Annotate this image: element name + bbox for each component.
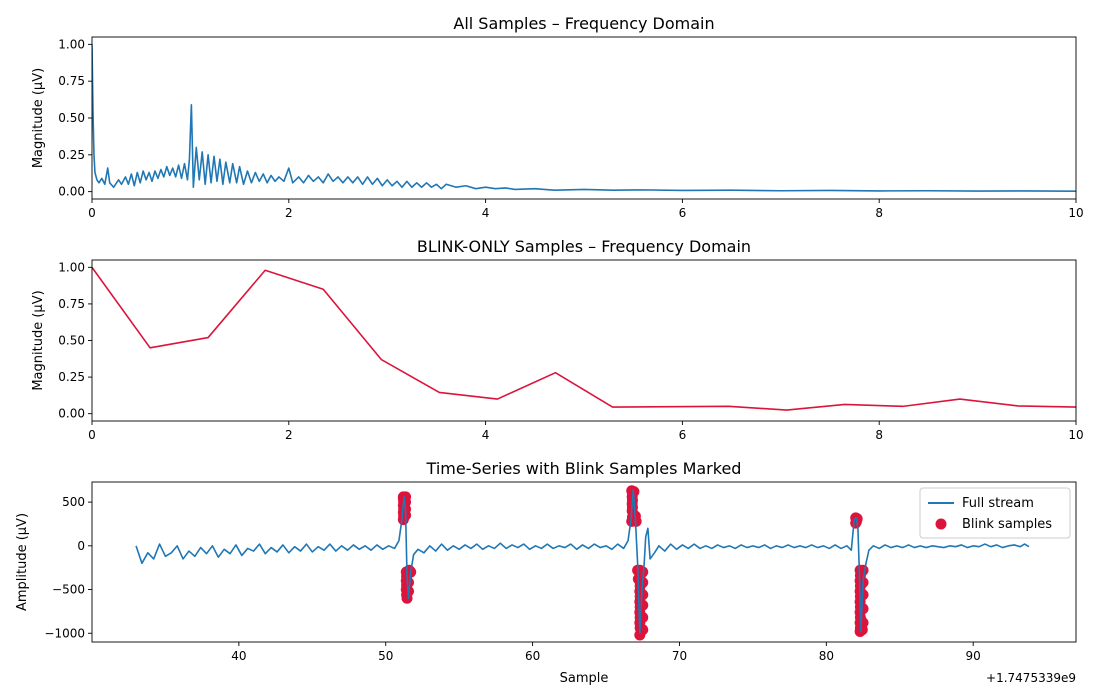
y-axis-label: Magnitude (µV) [31, 68, 46, 168]
x-offset-label: +1.7475339e9 [986, 671, 1076, 685]
legend: Full stream Blink samples [919, 487, 1071, 539]
x-tick-label: 2 [285, 206, 293, 220]
legend-label-blink-samples: Blink samples [962, 517, 1052, 532]
legend-label-full-stream: Full stream [962, 496, 1034, 511]
panel-all-samples-frequency: All Samples – Frequency Domain 0 2 4 6 8 10 0.0… [31, 14, 1084, 220]
y-tick-label: 1.00 [58, 37, 85, 51]
axes-frame [91, 36, 1077, 200]
x-tick-label: 8 [875, 206, 883, 220]
y-tick-label: 0.75 [58, 297, 85, 311]
legend-marker-swatch [935, 518, 947, 530]
y-tick-label: 1.00 [58, 260, 85, 274]
blink-sample-point [856, 624, 868, 636]
axes-frame [91, 481, 1077, 643]
x-tick-label: 6 [679, 206, 687, 220]
x-tick-label: 8 [875, 428, 883, 442]
x-tick-label: 2 [285, 428, 293, 442]
y-tick-label: 0.25 [58, 148, 85, 162]
y-tick-label: 0.00 [58, 407, 85, 421]
legend-box [919, 487, 1071, 539]
x-tick-label: 40 [231, 649, 246, 663]
chart-title: BLINK-ONLY Samples – Frequency Domain [417, 237, 751, 256]
panel-blink-only-frequency: BLINK-ONLY Samples – Frequency Domain 0 2 4… [31, 237, 1084, 442]
x-tick-label: 0 [88, 428, 96, 442]
blink-sample-point [637, 589, 649, 601]
chart-title: All Samples – Frequency Domain [453, 14, 714, 33]
chart-title: Time-Series with Blink Samples Marked [426, 459, 742, 478]
panel-time-series-blinks: Time-Series with Blink Samples Marked 40 5… [15, 459, 1077, 686]
y-tick-label: −1000 [44, 626, 85, 640]
x-tick-label: 70 [672, 649, 687, 663]
y-tick-label: 0.50 [58, 111, 85, 125]
x-tick-label: 90 [966, 649, 981, 663]
plot-area [92, 266, 1076, 411]
x-tick-label: 4 [482, 206, 490, 220]
spectrum-line [92, 266, 1076, 411]
blink-sample-point [637, 599, 649, 611]
y-axis-label: Amplitude (µV) [15, 513, 30, 611]
x-tick-label: 6 [679, 428, 687, 442]
x-tick-label: 4 [482, 428, 490, 442]
full-stream-line [135, 489, 1030, 635]
x-axis-label: Sample [560, 671, 609, 686]
x-tick-label: 10 [1068, 206, 1083, 220]
blink-sample-point [857, 603, 869, 615]
y-tick-label: 0 [77, 539, 85, 553]
x-tick-label: 60 [525, 649, 540, 663]
y-tick-label: 0.50 [58, 334, 85, 348]
x-tick-label: 0 [88, 206, 96, 220]
y-tick-label: 0.75 [58, 74, 85, 88]
x-tick-label: 50 [378, 649, 393, 663]
x-tick-label: 10 [1068, 428, 1083, 442]
blink-sample-point [402, 577, 414, 589]
plot-area [92, 44, 1076, 192]
y-axis-label: Magnitude (µV) [31, 290, 46, 390]
spectrum-line [92, 44, 1076, 192]
y-tick-label: 0.00 [58, 185, 85, 199]
y-tick-label: 500 [62, 495, 85, 509]
plot-area [135, 485, 1030, 641]
y-tick-label: 0.25 [58, 370, 85, 384]
y-tick-label: −500 [52, 583, 85, 597]
x-tick-label: 80 [819, 649, 834, 663]
axes-frame [91, 259, 1077, 422]
